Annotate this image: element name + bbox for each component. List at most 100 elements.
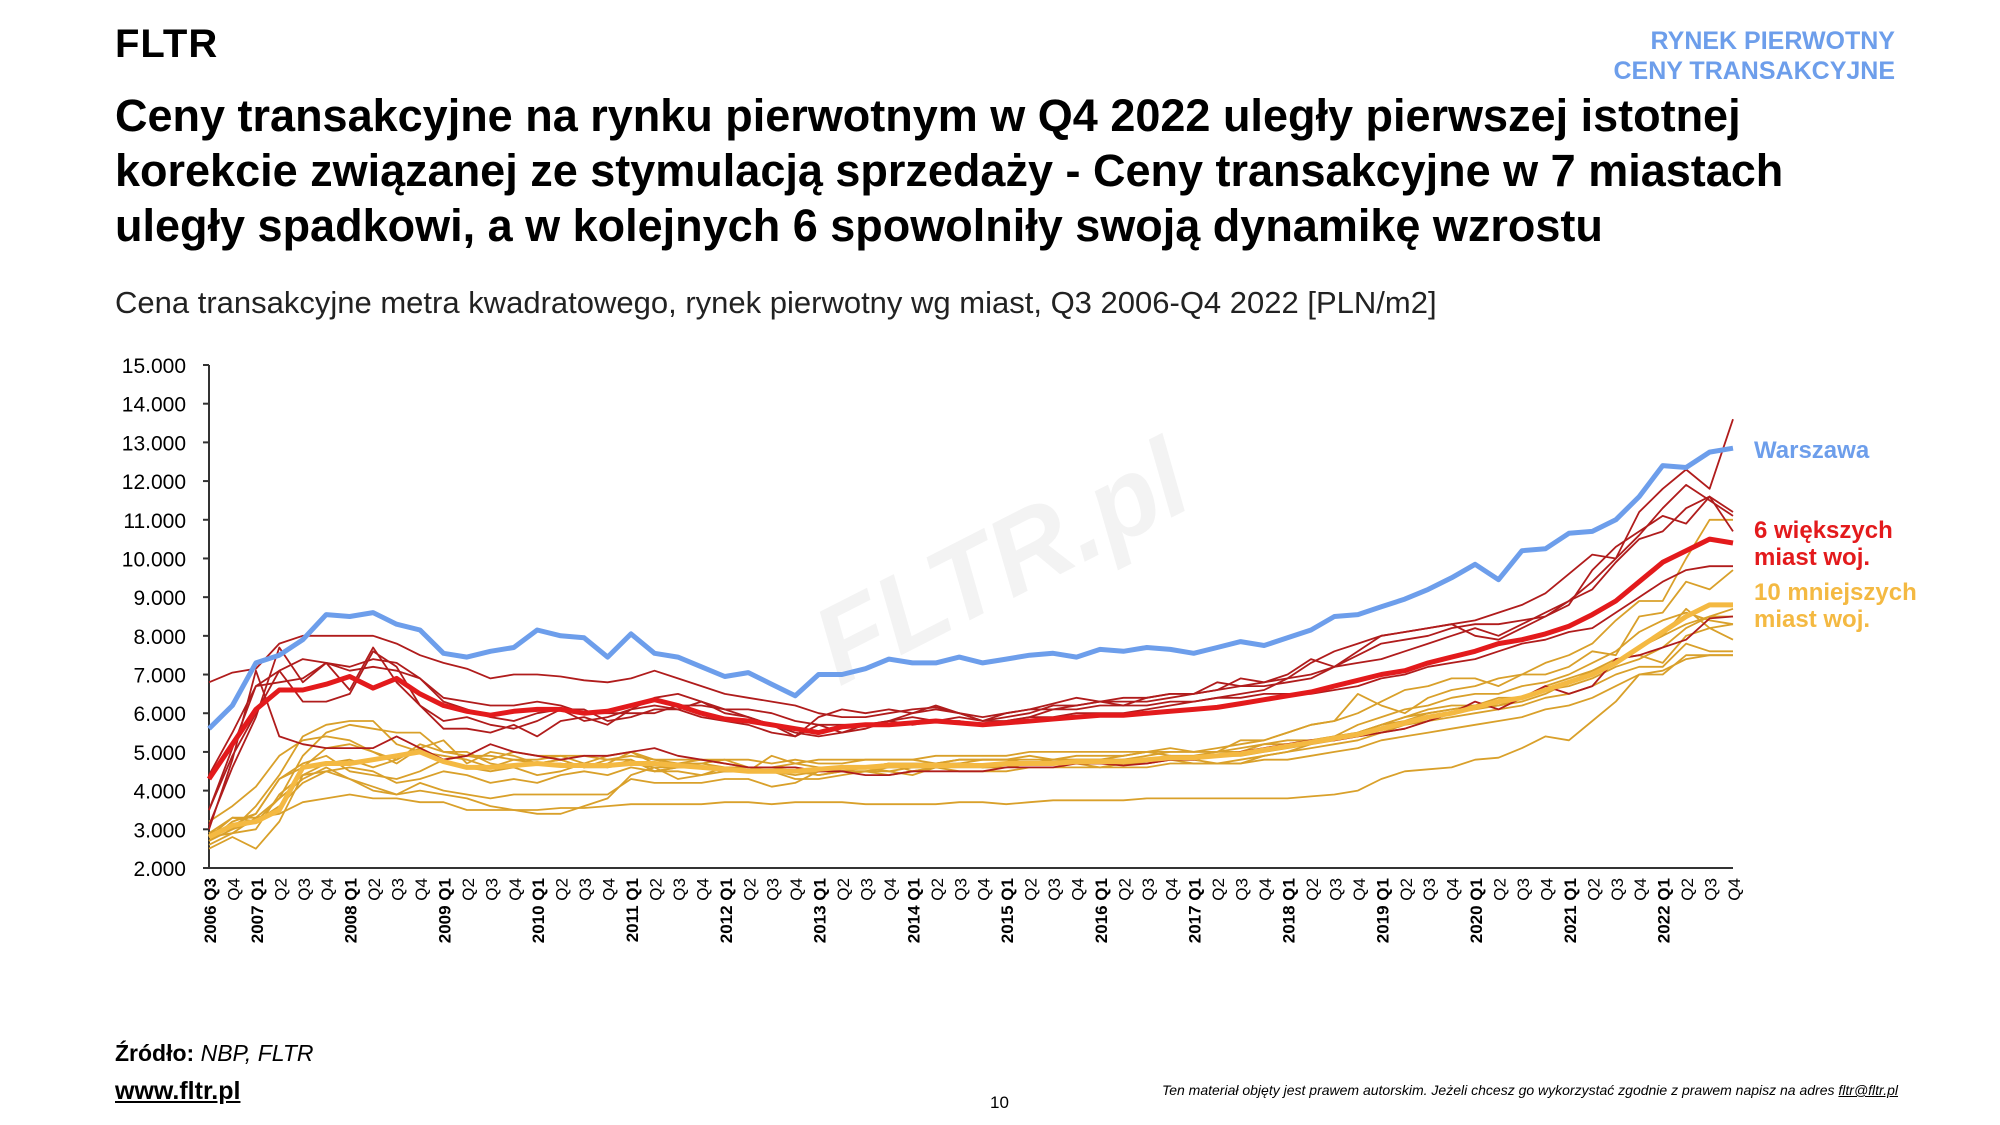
y-tick-label: 5.000 <box>133 742 186 765</box>
x-tick-label: Q3 <box>295 878 314 901</box>
source-label: Źródło: <box>115 1040 195 1066</box>
x-tick-label: Q2 <box>928 878 947 901</box>
section-line-2: CENY TRANSAKCYJNE <box>1613 57 1895 85</box>
y-tick-label: 14.000 <box>122 394 186 417</box>
x-tick-label: Q4 <box>1444 878 1463 901</box>
y-tick-label: 10.000 <box>122 548 186 571</box>
copyright-text: Ten materiał objęty jest prawem autorski… <box>1161 1082 1835 1098</box>
copyright-email-link[interactable]: fltr@fltr.pl <box>1838 1082 1898 1098</box>
chart-subtitle: Cena transakcyjne metra kwadratowego, ry… <box>115 285 1437 320</box>
x-tick-label: Q3 <box>1514 878 1533 901</box>
x-tick-label: Q3 <box>857 878 876 901</box>
x-tick-label: 2022 Q1 <box>1655 878 1674 943</box>
series-line-small-city <box>208 518 1733 842</box>
x-tick-label: Q2 <box>1491 878 1510 901</box>
x-tick-label: Q2 <box>365 878 384 901</box>
x-tick-label: 2008 Q1 <box>342 878 361 943</box>
legend-big-cities-line2: miast woj. <box>1754 544 1870 571</box>
section-label: RYNEK PIERWOTNY CENY TRANSAKCYJNE <box>1613 26 1895 86</box>
series-line-big-city <box>208 483 1734 718</box>
source-note: Źródło: NBP, FLTR <box>115 1040 314 1067</box>
y-tick-label: 13.000 <box>122 432 186 455</box>
copyright-note: Ten materiał objęty jest prawem autorski… <box>1162 1082 1898 1098</box>
x-tick-label: Q3 <box>576 878 595 901</box>
series-line-big-avg <box>206 536 1734 781</box>
x-tick-label: Q2 <box>271 878 290 901</box>
x-tick-label: Q4 <box>412 878 431 901</box>
x-tick-label: Q2 <box>459 878 478 901</box>
x-tick-label: Q2 <box>1022 878 1041 901</box>
x-tick-label: Q3 <box>1139 878 1158 901</box>
x-tick-label: Q2 <box>1678 878 1697 901</box>
x-tick-label: Q4 <box>1725 878 1744 901</box>
x-tick-label: 2017 Q1 <box>1186 878 1205 943</box>
x-tick-label: 2006 Q3 <box>201 878 220 943</box>
x-tick-label: Q3 <box>1608 878 1627 901</box>
x-tick-label: Q4 <box>1631 878 1650 901</box>
y-tick-label: 8.000 <box>133 626 186 649</box>
y-tick-label: 4.000 <box>133 781 186 804</box>
x-tick-label: Q4 <box>1162 878 1181 901</box>
x-tick-label: 2012 Q1 <box>717 878 736 943</box>
website-link[interactable]: www.fltr.pl <box>115 1077 241 1105</box>
x-tick-label: Q3 <box>764 878 783 901</box>
x-tick-label: 2020 Q1 <box>1467 878 1486 943</box>
x-tick-label: 2013 Q1 <box>811 878 830 943</box>
legend-small-cities-line2: miast woj. <box>1754 606 1870 633</box>
x-tick-label: Q4 <box>1256 878 1275 901</box>
x-tick-label: 2016 Q1 <box>1092 878 1111 943</box>
x-tick-label: Q4 <box>881 878 900 901</box>
x-tick-label: Q2 <box>646 878 665 901</box>
x-tick-label: Q4 <box>318 878 337 901</box>
series-line-warszawa <box>207 445 1734 731</box>
y-tick-label: 15.000 <box>122 355 186 378</box>
watermark: FLTR.pl <box>794 415 1209 708</box>
y-tick-label: 7.000 <box>133 665 186 688</box>
x-tick-label: Q2 <box>1209 878 1228 901</box>
x-tick-label: 2015 Q1 <box>998 878 1017 943</box>
x-tick-label: Q2 <box>1584 878 1603 901</box>
x-tick-label: Q4 <box>506 878 525 901</box>
x-tick-label: Q4 <box>1537 878 1556 901</box>
x-tick-label: Q4 <box>693 878 712 901</box>
series-line-small-city <box>208 654 1733 834</box>
x-tick-label: Q3 <box>1326 878 1345 901</box>
x-tick-label: Q4 <box>224 878 243 901</box>
legend-small-cities: 10 mniejszych <box>1754 579 1917 606</box>
x-tick-label: Q4 <box>1350 878 1369 901</box>
page-number: 10 <box>990 1093 1009 1112</box>
x-tick-label: Q2 <box>740 878 759 901</box>
y-tick-label: 11.000 <box>123 510 186 533</box>
y-tick-label: 3.000 <box>133 819 186 842</box>
series-line-small-city <box>208 642 1733 838</box>
source-value: NBP, FLTR <box>200 1040 314 1066</box>
x-tick-label: 2014 Q1 <box>904 878 923 943</box>
x-tick-label: Q4 <box>975 878 994 901</box>
x-tick-label: 2011 Q1 <box>623 878 642 942</box>
x-tick-label: Q3 <box>1045 878 1064 901</box>
x-tick-label: Q3 <box>389 878 408 901</box>
y-tick-label: 12.000 <box>122 471 186 494</box>
page-title: Ceny transakcyjne na rynku pierwotnym w … <box>115 90 1784 251</box>
x-tick-label: Q3 <box>1420 878 1439 901</box>
x-tick-label: Q2 <box>834 878 853 901</box>
y-tick-label: 2.000 <box>133 858 186 881</box>
x-tick-label: 2019 Q1 <box>1373 878 1392 943</box>
series-line-small-city <box>208 654 1733 838</box>
x-tick-label: 2021 Q1 <box>1561 878 1580 943</box>
x-tick-label: Q3 <box>1233 878 1252 901</box>
x-tick-label: Q2 <box>1397 878 1416 901</box>
x-tick-label: Q4 <box>1069 878 1088 901</box>
x-tick-label: Q2 <box>1303 878 1322 901</box>
x-tick-label: Q2 <box>1115 878 1134 901</box>
x-tick-label: Q2 <box>553 878 572 901</box>
x-tick-label: 2018 Q1 <box>1280 878 1299 943</box>
x-tick-label: Q3 <box>670 878 689 901</box>
y-tick-label: 6.000 <box>133 703 186 726</box>
x-tick-label: Q3 <box>482 878 501 901</box>
x-tick-label: Q4 <box>600 878 619 901</box>
x-tick-label: 2007 Q1 <box>248 878 267 943</box>
section-line-1: RYNEK PIERWOTNY <box>1650 27 1895 55</box>
x-tick-label: 2009 Q1 <box>435 878 454 943</box>
